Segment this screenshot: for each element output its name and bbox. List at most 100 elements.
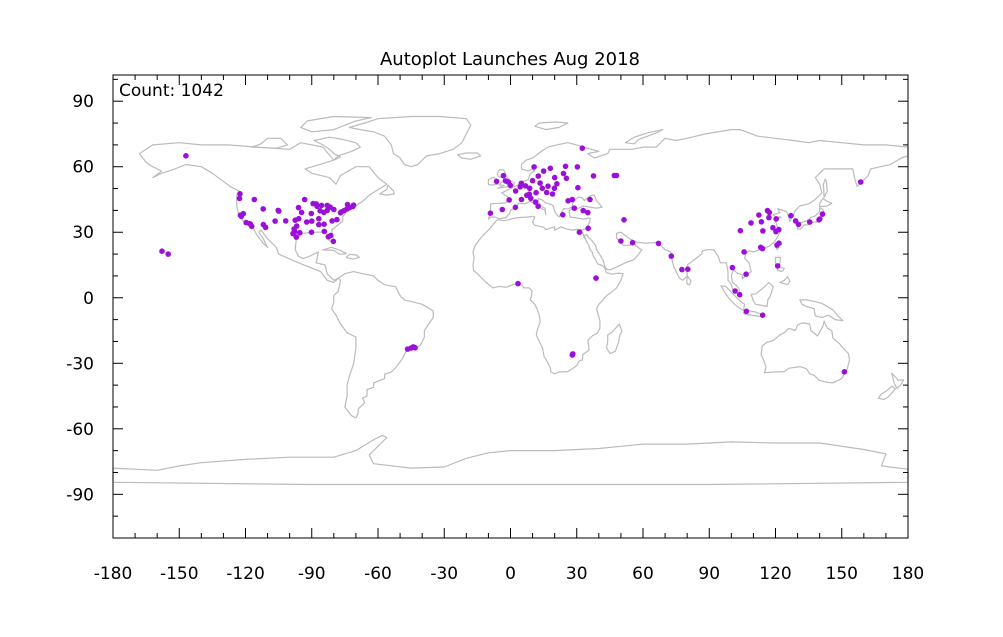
data-point xyxy=(518,196,525,203)
data-point xyxy=(806,219,813,225)
data-point xyxy=(743,271,749,278)
ellesmere-island-outline xyxy=(300,115,372,133)
data-point xyxy=(159,248,165,254)
hispaniola-outline xyxy=(345,253,360,260)
data-point xyxy=(576,229,583,235)
x-tick-label: 150 xyxy=(826,564,858,584)
data-point xyxy=(732,288,738,294)
data-point xyxy=(260,206,267,212)
data-point xyxy=(773,228,779,235)
greenland-outline xyxy=(348,115,472,168)
data-point xyxy=(816,216,823,222)
data-point xyxy=(579,145,586,151)
data-point xyxy=(759,245,766,252)
data-point xyxy=(539,185,546,192)
data-point xyxy=(535,173,542,179)
data-point xyxy=(236,195,243,202)
data-point xyxy=(549,191,556,197)
mindanao-outline xyxy=(779,276,791,286)
data-point xyxy=(526,191,533,197)
data-point xyxy=(563,175,570,182)
data-point xyxy=(331,206,337,213)
data-point xyxy=(748,220,754,226)
x-tick-label: 0 xyxy=(505,564,516,584)
data-point xyxy=(303,219,310,225)
data-point xyxy=(737,227,744,234)
data-point xyxy=(760,228,766,234)
data-point xyxy=(759,312,766,319)
data-point xyxy=(741,249,747,255)
data-point xyxy=(535,203,541,210)
data-point xyxy=(506,197,512,203)
cuba-outline xyxy=(322,246,348,255)
data-point xyxy=(565,198,571,204)
data-point xyxy=(310,200,316,207)
data-point xyxy=(321,228,328,235)
x-tick-label: -60 xyxy=(364,564,392,584)
borneo-outline xyxy=(750,281,774,308)
data-point xyxy=(493,178,500,185)
data-point xyxy=(774,242,780,248)
data-point xyxy=(533,189,539,196)
new-guinea-outline xyxy=(799,299,844,322)
data-point xyxy=(743,308,750,315)
data-point xyxy=(571,205,578,211)
data-point xyxy=(545,183,551,189)
new-zealand-south-outline xyxy=(877,385,896,401)
data-point xyxy=(316,221,322,228)
data-point xyxy=(297,229,303,236)
x-tick-label: 30 xyxy=(566,564,588,584)
y-tick-label: 60 xyxy=(72,158,94,178)
data-point xyxy=(841,369,848,375)
data-point xyxy=(621,217,627,223)
data-point xyxy=(237,191,243,197)
data-point xyxy=(551,185,558,192)
data-point xyxy=(298,209,305,216)
chart-title: Autoplot Launches Aug 2018 xyxy=(380,49,640,70)
data-point xyxy=(766,214,772,221)
data-point xyxy=(282,218,289,224)
britain-outline xyxy=(496,169,515,189)
data-point xyxy=(512,204,519,211)
data-point xyxy=(729,264,736,271)
data-point xyxy=(301,196,308,203)
novaya-zemlya-outline xyxy=(624,129,664,145)
x-tick-label: -90 xyxy=(298,564,326,584)
data-point xyxy=(788,212,794,219)
data-point xyxy=(585,225,591,232)
data-point xyxy=(655,240,662,247)
hokkaido-outline xyxy=(819,197,833,208)
data-point xyxy=(275,207,282,214)
data-point xyxy=(487,210,494,216)
data-point xyxy=(290,230,296,237)
data-point xyxy=(618,238,624,244)
data-point xyxy=(590,173,597,179)
data-point xyxy=(295,215,302,222)
data-point xyxy=(773,216,779,222)
data-point xyxy=(547,165,554,172)
data-point xyxy=(247,221,254,227)
new-zealand-north-outline xyxy=(891,372,905,389)
south-america-outline xyxy=(331,271,434,419)
data-point xyxy=(529,177,536,184)
data-point xyxy=(560,212,566,218)
data-point xyxy=(554,181,560,187)
data-point xyxy=(569,196,576,203)
data-point xyxy=(551,174,558,181)
data-point xyxy=(528,195,534,202)
data-point xyxy=(321,221,327,227)
y-axis: 90 60 30 0 -30 -60 -90 xyxy=(66,78,908,517)
data-point xyxy=(587,196,593,203)
data-point xyxy=(668,253,675,259)
data-point xyxy=(679,266,685,273)
data-point xyxy=(330,238,337,245)
y-tick-label: -90 xyxy=(66,485,94,505)
svalbard-outline xyxy=(534,121,569,131)
data-point xyxy=(770,224,776,231)
data-point xyxy=(295,204,302,211)
data-point xyxy=(329,218,335,224)
data-point xyxy=(251,196,258,203)
x-tick-label: 60 xyxy=(632,564,654,584)
data-point xyxy=(531,164,537,170)
data-point xyxy=(774,263,781,269)
